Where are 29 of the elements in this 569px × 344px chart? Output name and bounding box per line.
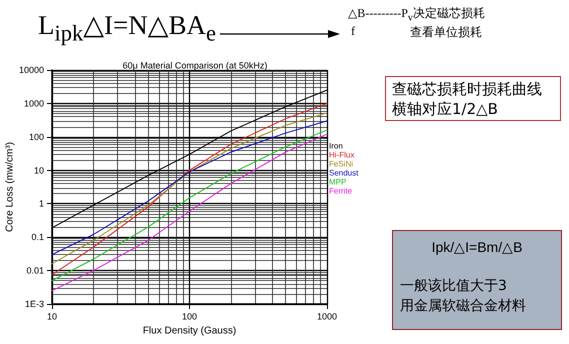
- text: FeSiNi: [329, 160, 354, 168]
- text: Sendust: [329, 168, 360, 178]
- text: Hi-Flux: [329, 150, 354, 160]
- text: Ferrite: [329, 186, 353, 196]
- x-tick-label: 10: [46, 312, 58, 322]
- x-tick-label: 100: [182, 312, 198, 322]
- text: L$_{ipk}$△I=N△BA$_{e}$: [38, 10, 216, 46]
- y-axis-title: Core Loss (mw/cm³): [4, 142, 16, 232]
- y-tick-label: 10000: [18, 65, 44, 75]
- y-tick-label: 1E-3: [24, 299, 44, 309]
- text: 查看单位损耗: [410, 24, 482, 41]
- text: 横轴对应1/2△B: [392, 100, 498, 119]
- text: 查磁芯损耗时损耗曲线: [392, 80, 542, 98]
- y-tick-label: 100: [28, 132, 44, 142]
- text: Iron: [329, 142, 343, 150]
- y-tick-label: 1000: [24, 98, 44, 108]
- y-tick-label: 1: [38, 198, 44, 209]
- x-tick-label: 1000: [316, 312, 338, 322]
- y-tick-label: 0.1: [31, 232, 44, 242]
- text: MPP: [329, 178, 346, 186]
- y-tick-label: 10: [34, 165, 44, 176]
- text: f: [351, 24, 355, 39]
- text: 一般该比值大于3: [400, 277, 507, 296]
- text: 用金属软磁合金材料: [400, 297, 526, 316]
- text: Ipk/△I=Bm/△B: [430, 239, 524, 255]
- x-axis-title: Flux Density (Gauss): [142, 326, 236, 336]
- chart-title: 60μ Material Comparison (at 50kHz): [122, 60, 268, 70]
- y-tick-label: 0.01: [26, 266, 44, 276]
- text: △B---------P$_{v}$决定磁芯损耗: [348, 5, 485, 24]
